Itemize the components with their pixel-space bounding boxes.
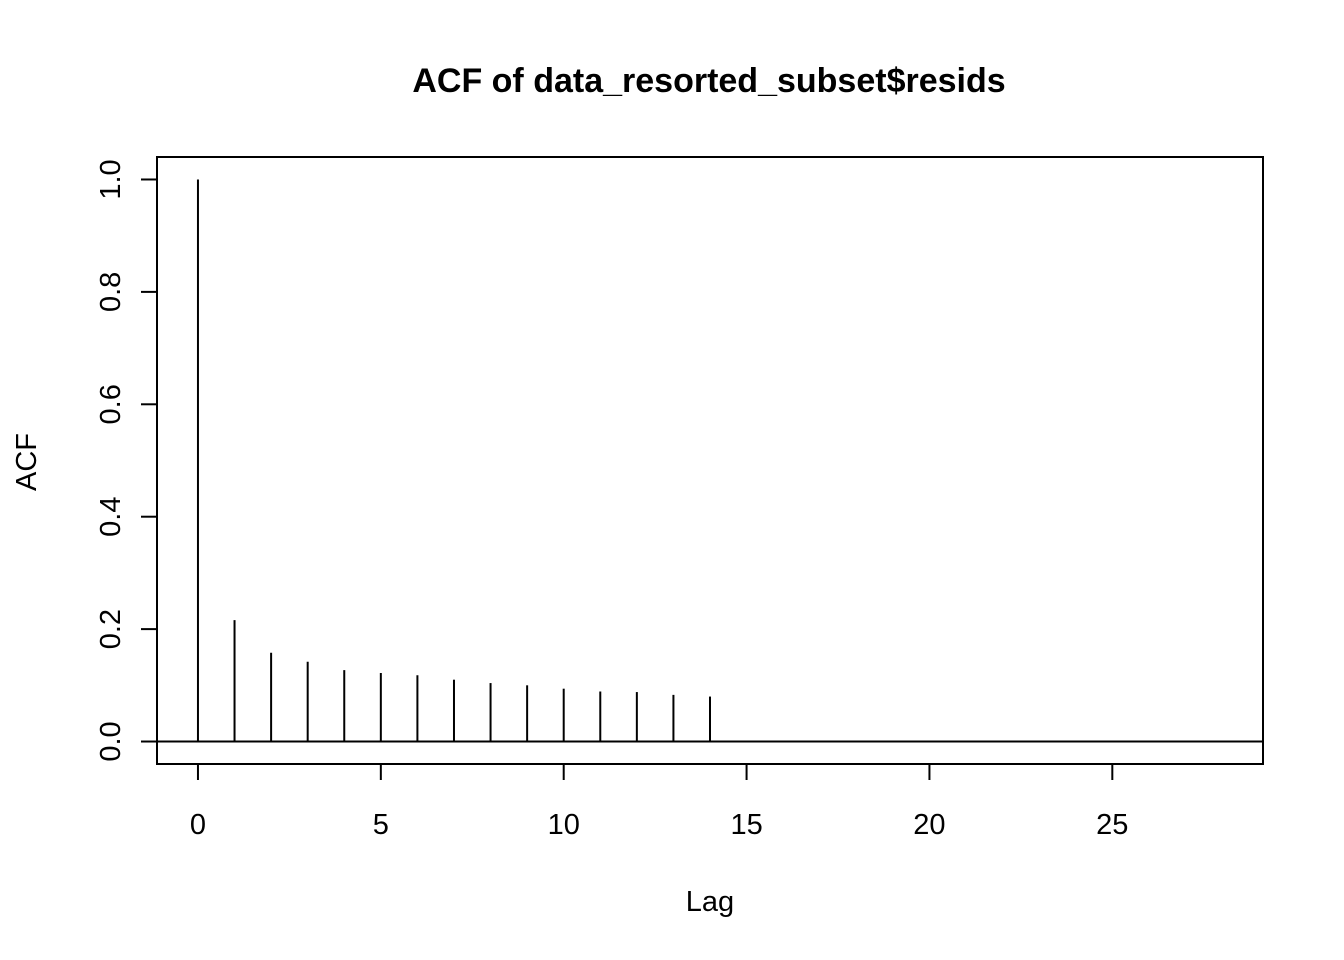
y-tick-label: 0.4 (95, 497, 127, 537)
x-axis: 0 5 10 15 20 25 (190, 763, 1128, 841)
y-tick-label: 0.2 (95, 609, 127, 649)
x-tick-label: 25 (1096, 809, 1128, 841)
y-tick-label: 0.6 (95, 384, 127, 424)
chart-title: ACF of data_resorted_subset$resids (412, 62, 1005, 100)
x-tick-label: 5 (373, 809, 389, 841)
x-tick-label: 0 (190, 809, 206, 841)
acf-bars (196, 179, 711, 742)
x-tick-label: 20 (913, 809, 945, 841)
y-tick-label: 0.0 (95, 721, 127, 761)
x-axis-label: Lag (686, 886, 734, 918)
plot-frame (156, 156, 1264, 765)
y-axis: 0.0 0.2 0.4 0.6 0.8 1.0 (95, 159, 158, 762)
y-tick-label: 1.0 (95, 159, 127, 199)
x-tick-label: 15 (730, 809, 762, 841)
y-axis-label: ACF (11, 433, 43, 491)
y-tick-label: 0.8 (95, 272, 127, 312)
x-tick-label: 10 (548, 809, 580, 841)
